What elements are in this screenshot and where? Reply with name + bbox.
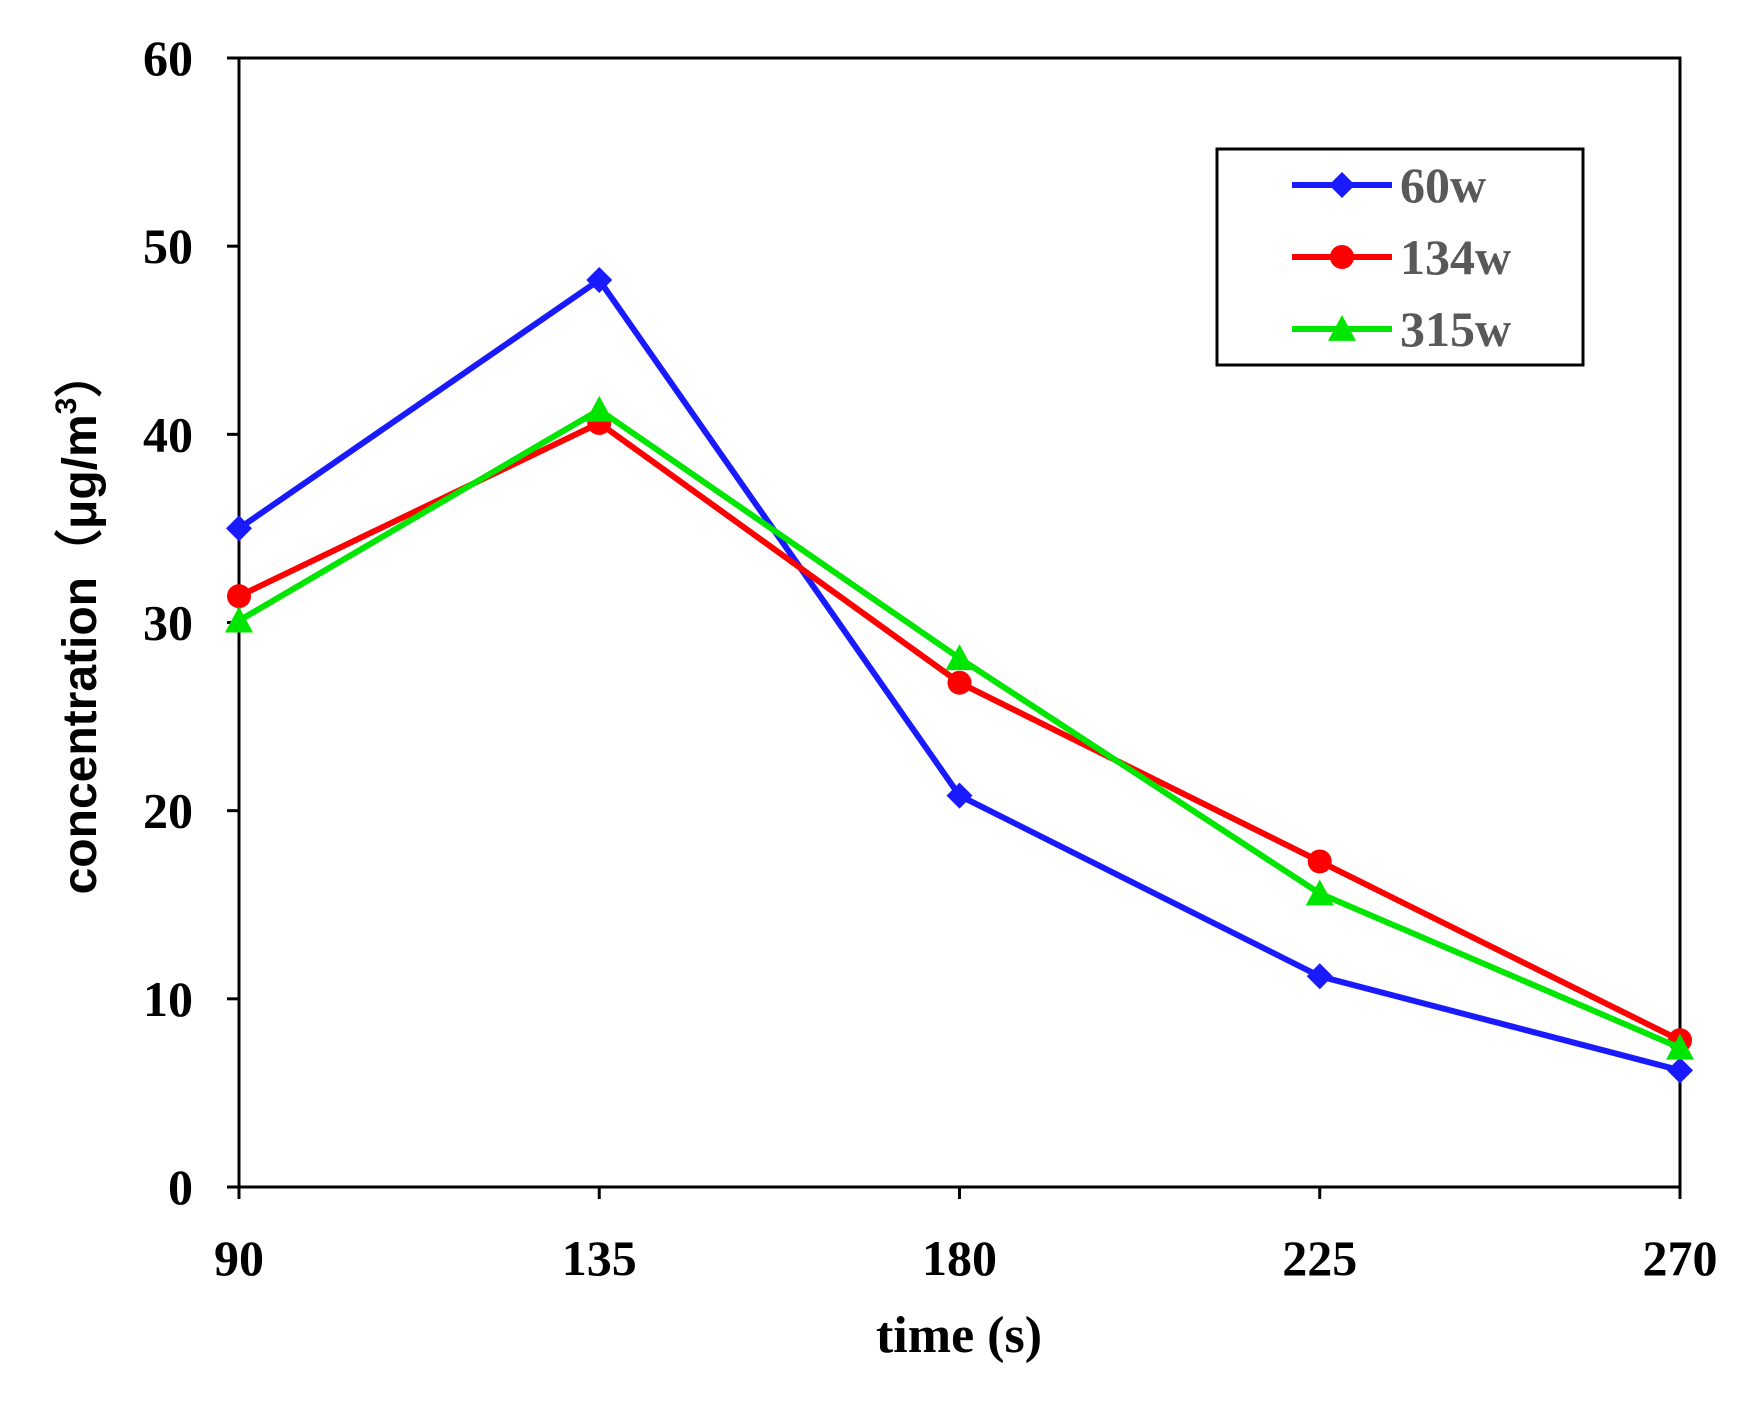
data-point: [1305, 879, 1334, 906]
y-axis-ticks: 0 10 20 30 40 50 60: [143, 30, 239, 1215]
y-tick-label: 30: [143, 595, 193, 651]
x-tick-label: 180: [922, 1230, 997, 1286]
legend: 60w 134w 315w: [1215, 147, 1585, 367]
series-line: [237, 406, 1682, 1051]
data-point: [586, 267, 613, 294]
legend-label: 134w: [1400, 229, 1511, 285]
legend-marker: [1328, 315, 1356, 341]
x-axis-ticks: 90 135 180 225 270: [214, 1187, 1718, 1286]
x-tick-label: 225: [1282, 1230, 1357, 1286]
data-point: [226, 515, 252, 542]
series-layer: [225, 267, 1694, 1084]
data-point: [947, 670, 972, 695]
legend-entries: 60w 134w 315w: [1292, 157, 1511, 357]
data-point: [225, 606, 253, 633]
data-point: [946, 782, 973, 809]
y-axis-label-main: concentration（μg/m: [54, 414, 107, 894]
y-tick-label: 10: [143, 971, 193, 1027]
legend-item: 60w: [1292, 157, 1486, 213]
y-tick-label: 0: [168, 1159, 193, 1215]
x-tick-label: 135: [562, 1230, 637, 1286]
x-axis-label: time (s): [876, 1307, 1042, 1364]
y-axis-label-suffix: ）: [54, 350, 107, 398]
y-axis-label-superscript: 3: [50, 398, 83, 415]
series-60w: [226, 267, 1693, 1084]
y-tick-label: 50: [143, 218, 193, 274]
legend-marker: [1330, 245, 1354, 269]
legend-label: 315w: [1400, 301, 1511, 357]
data-point: [1666, 1033, 1694, 1060]
series-315w: [225, 395, 1694, 1060]
series-line: [237, 419, 1682, 1043]
legend-marker: [1329, 172, 1355, 198]
legend-box: [1215, 147, 1585, 367]
data-point: [1306, 963, 1333, 990]
x-tick-label: 90: [214, 1230, 264, 1286]
y-tick-label: 60: [143, 30, 193, 86]
y-tick-label: 20: [143, 783, 193, 839]
legend-item: 134w: [1292, 229, 1511, 285]
data-point: [945, 644, 974, 671]
y-tick-label: 40: [143, 406, 193, 462]
data-point: [585, 395, 614, 422]
legend-item: 315w: [1292, 301, 1511, 357]
data-point: [1667, 1057, 1693, 1084]
legend-label: 60w: [1400, 157, 1486, 213]
x-tick-label: 270: [1643, 1230, 1718, 1286]
data-point: [1307, 849, 1332, 874]
data-point: [227, 584, 251, 609]
y-axis-label: concentration（μg/m3）: [50, 350, 107, 895]
